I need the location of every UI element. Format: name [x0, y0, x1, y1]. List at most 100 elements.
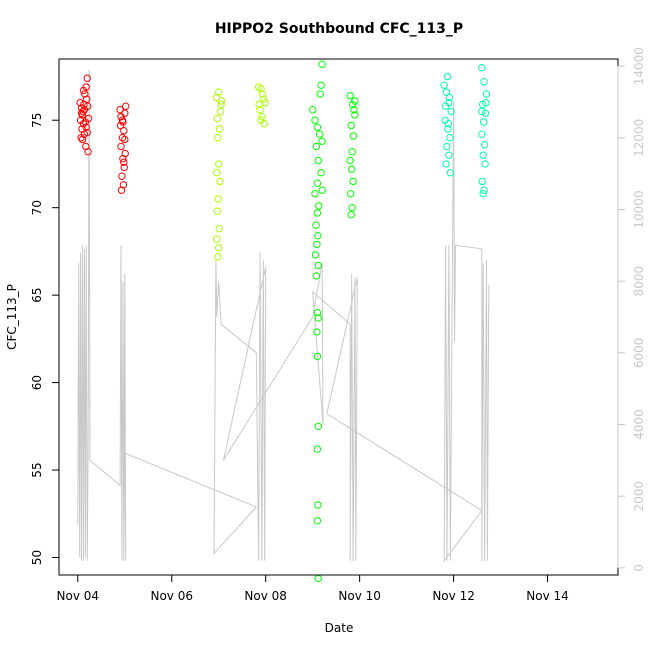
- data-point-series-2: [215, 244, 223, 252]
- data-point-series-2: [259, 95, 267, 103]
- data-point-series-1: [82, 142, 90, 151]
- data-point-series-2: [257, 116, 265, 124]
- data-point-series-2: [258, 90, 267, 98]
- data-point-series-4: [480, 141, 489, 149]
- data-point-series-4: [480, 118, 488, 126]
- data-point-series-4: [481, 109, 490, 117]
- plot-frame: [58, 58, 619, 576]
- data-point-series-4: [478, 64, 486, 72]
- data-point-series-3: [311, 251, 320, 259]
- data-point-series-4: [481, 160, 489, 168]
- data-point-series-4: [482, 90, 491, 98]
- y-right-tick-label: 10000: [632, 190, 646, 228]
- y-axis-left: 50 55 60 65 70 75: [30, 113, 60, 565]
- data-point-series-1: [121, 149, 129, 158]
- data-point-series-4: [440, 81, 448, 89]
- data-point-series-1: [120, 127, 128, 135]
- data-point-series-2: [215, 88, 223, 96]
- y-left-tick-label: 60: [30, 375, 44, 390]
- data-point-series-3: [350, 106, 358, 114]
- data-point-series-2: [216, 177, 224, 186]
- data-point-series-3: [311, 190, 319, 198]
- data-point-series-4: [441, 102, 450, 110]
- y-right-tick-label: 2000: [632, 481, 646, 512]
- data-point-series-3: [318, 60, 326, 68]
- data-point-series-1: [78, 125, 86, 133]
- y-right-tick-label: 6000: [632, 338, 646, 369]
- data-point-series-2: [257, 85, 265, 93]
- data-point-series-3: [314, 232, 322, 240]
- data-point-series-4: [478, 130, 486, 138]
- y-left-tick-label: 65: [30, 287, 44, 302]
- data-point-series-4: [478, 177, 486, 186]
- data-point-series-1: [119, 181, 128, 189]
- x-axis: Nov 04 Nov 06 Nov 08 Nov 10 Nov 12 Nov 14: [57, 574, 569, 603]
- data-point-series-3: [312, 221, 320, 229]
- x-tick-label: Nov 14: [526, 589, 569, 603]
- data-point-series-2: [213, 207, 222, 215]
- point-series: [76, 60, 491, 583]
- data-point-series-3: [349, 177, 357, 186]
- data-point-series-1: [117, 186, 126, 194]
- data-point-series-3: [313, 240, 321, 249]
- data-point-series-4: [480, 78, 488, 86]
- data-point-series-3: [314, 156, 322, 165]
- data-point-series-3: [346, 92, 354, 100]
- data-point-series-1: [121, 109, 129, 117]
- data-point-series-3: [346, 156, 354, 165]
- data-point-series-3: [313, 445, 322, 453]
- altitude-line: [77, 69, 490, 563]
- data-point-series-2: [213, 114, 222, 123]
- data-point-series-4: [443, 72, 452, 81]
- data-point-series-3: [347, 121, 355, 130]
- data-point-series-4: [443, 142, 451, 151]
- data-point-series-2: [258, 113, 266, 121]
- data-point-series-1: [116, 106, 124, 114]
- x-tick-label: Nov 04: [57, 589, 100, 603]
- data-point-series-4: [442, 160, 450, 168]
- data-point-series-3: [316, 130, 324, 138]
- data-point-series-1: [78, 111, 87, 119]
- data-point-series-1: [81, 90, 89, 98]
- data-point-series-2: [216, 125, 224, 133]
- data-point-series-3: [349, 132, 358, 140]
- x-tick-label: Nov 10: [338, 589, 381, 603]
- data-point-series-2: [217, 100, 225, 109]
- data-point-series-1: [118, 172, 126, 180]
- y-axis-right: 0 2000 4000 6000 8000 10000 12000 14000: [617, 47, 646, 572]
- data-point-series-4: [479, 190, 487, 198]
- data-point-series-4: [447, 107, 455, 116]
- y-left-tick-label: 55: [30, 462, 44, 477]
- data-point-series-3: [318, 186, 326, 194]
- data-point-series-2: [256, 106, 264, 114]
- data-point-series-2: [261, 99, 269, 107]
- data-point-series-3: [313, 328, 321, 336]
- y-left-tick-label: 70: [30, 200, 44, 215]
- data-point-series-4: [445, 93, 454, 102]
- data-point-series-4: [479, 151, 487, 159]
- data-point-series-3: [313, 123, 322, 131]
- y-right-tick-label: 14000: [632, 47, 646, 85]
- data-point-series-1: [119, 118, 127, 126]
- data-point-series-4: [478, 107, 486, 116]
- data-point-series-3: [317, 169, 325, 177]
- data-point-series-1: [82, 123, 90, 131]
- data-point-series-3: [309, 106, 317, 114]
- data-point-series-1: [76, 99, 84, 107]
- data-point-series-2: [214, 195, 222, 203]
- data-point-series-4: [445, 151, 453, 159]
- y-left-tick-label: 50: [30, 550, 44, 565]
- data-point-series-4: [444, 125, 452, 133]
- data-point-series-3: [313, 179, 322, 187]
- y-left-tick-label: 75: [30, 113, 44, 128]
- x-tick-label: Nov 08: [244, 589, 287, 603]
- data-point-series-1: [117, 142, 125, 151]
- data-point-series-1: [83, 74, 91, 82]
- data-point-series-1: [78, 135, 87, 144]
- data-point-series-3: [347, 211, 355, 219]
- data-point-series-4: [482, 99, 490, 107]
- data-point-series-4: [480, 186, 488, 194]
- data-point-series-3: [348, 148, 356, 156]
- y-axis-label: CFC_113_P: [5, 284, 19, 350]
